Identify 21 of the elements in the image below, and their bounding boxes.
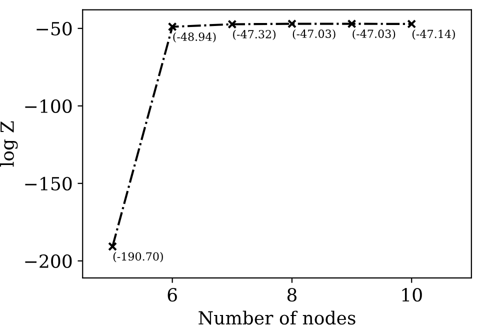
x-tick-label: 6 — [168, 288, 177, 302]
y-tick-label: −200 — [25, 254, 72, 268]
point — [228, 20, 237, 29]
point — [108, 242, 118, 252]
data-label: (-47.03) — [292, 29, 336, 40]
y-tick-label: −50 — [36, 22, 72, 36]
point — [287, 19, 296, 28]
x-tick-label: 10 — [402, 288, 422, 302]
data-label: (-48.94) — [173, 32, 216, 42]
data-label: (-190.70) — [113, 252, 163, 262]
y-tick-label: −150 — [25, 176, 72, 191]
x-tick-label: 8 — [287, 288, 296, 302]
data-label: (-47.32) — [233, 30, 276, 40]
y-axis-title: log Z — [0, 121, 18, 167]
point — [347, 19, 356, 28]
y-tick-label: −100 — [25, 99, 72, 114]
data-label: (-47.14) — [412, 30, 455, 40]
point — [407, 19, 416, 28]
data-label: (-47.03) — [352, 29, 396, 40]
point — [168, 22, 177, 32]
x-axis-title: Number of nodes — [198, 310, 356, 325]
